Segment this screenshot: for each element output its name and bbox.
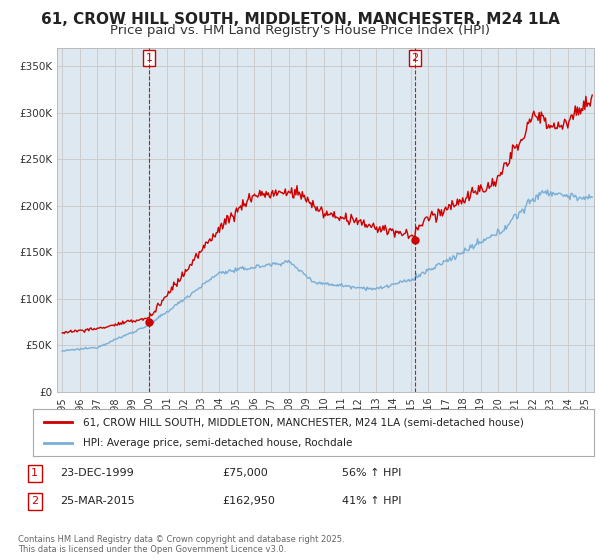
Text: 41% ↑ HPI: 41% ↑ HPI xyxy=(342,496,401,506)
Text: 25-MAR-2015: 25-MAR-2015 xyxy=(60,496,135,506)
Text: 56% ↑ HPI: 56% ↑ HPI xyxy=(342,468,401,478)
Text: 1: 1 xyxy=(145,53,152,63)
Text: 23-DEC-1999: 23-DEC-1999 xyxy=(60,468,134,478)
Text: HPI: Average price, semi-detached house, Rochdale: HPI: Average price, semi-detached house,… xyxy=(83,438,353,448)
Text: 2: 2 xyxy=(31,496,38,506)
Text: 2: 2 xyxy=(412,53,419,63)
Text: 61, CROW HILL SOUTH, MIDDLETON, MANCHESTER, M24 1LA (semi-detached house): 61, CROW HILL SOUTH, MIDDLETON, MANCHEST… xyxy=(83,417,524,427)
Text: Price paid vs. HM Land Registry's House Price Index (HPI): Price paid vs. HM Land Registry's House … xyxy=(110,24,490,36)
Text: 61, CROW HILL SOUTH, MIDDLETON, MANCHESTER, M24 1LA: 61, CROW HILL SOUTH, MIDDLETON, MANCHEST… xyxy=(41,12,559,27)
Text: £75,000: £75,000 xyxy=(222,468,268,478)
Text: Contains HM Land Registry data © Crown copyright and database right 2025.
This d: Contains HM Land Registry data © Crown c… xyxy=(18,535,344,554)
Text: £162,950: £162,950 xyxy=(222,496,275,506)
Text: 1: 1 xyxy=(31,468,38,478)
